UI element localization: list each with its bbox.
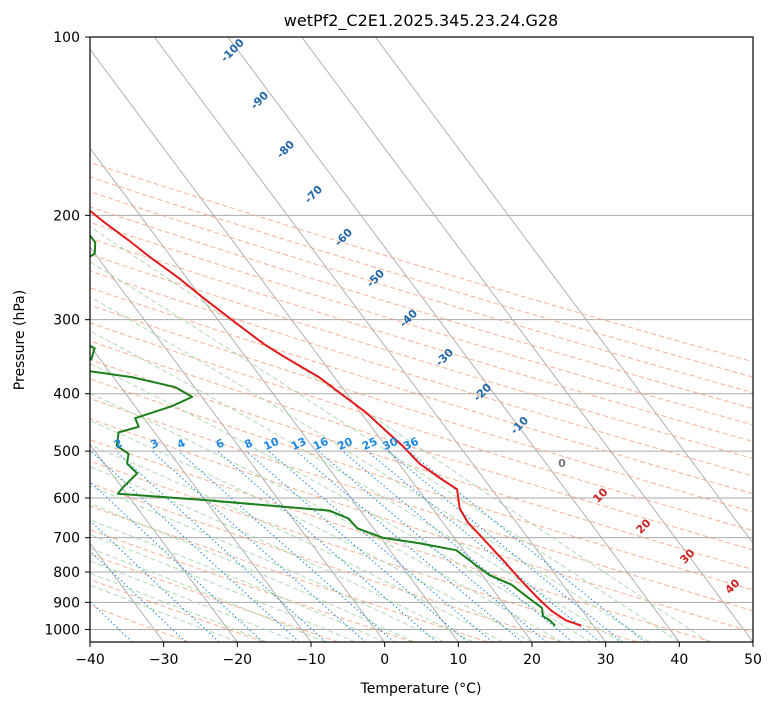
isotherm-line: [90, 246, 386, 642]
temperature-line: [90, 209, 582, 627]
mixing-ratio-line: [90, 450, 300, 642]
plot-frame: [89, 36, 754, 643]
isotherm-line: [227, 37, 680, 642]
x-tick-label: −30: [149, 652, 179, 668]
profile-lines: [90, 209, 582, 627]
dry-adiabat-line: [90, 304, 753, 513]
mixing-ratio-label: 36: [401, 435, 421, 453]
moist-adiabat-line: [90, 362, 592, 642]
moist-adiabat-line: [90, 466, 474, 642]
x-tick-label: 30: [597, 652, 615, 668]
dry-adiabat-line: [90, 237, 753, 443]
y-tick-label: 1000: [44, 622, 80, 638]
dry-adiabat-line: [90, 439, 712, 642]
chart-title: wetPf2_C2E1.2025.345.23.24.G28: [284, 11, 558, 31]
y-axis-label: Pressure (hPa): [12, 290, 28, 390]
y-tick-label: 200: [53, 208, 80, 224]
isotherm-line: [374, 37, 753, 545]
dry-adiabat-line: [90, 460, 638, 642]
dry-adiabat-line: [90, 359, 753, 571]
moist-adiabat-line: [90, 296, 651, 642]
x-axis: −40 −30 −20 −10 0 10 20 30 40 50: [75, 642, 762, 668]
mixing-ratio-line: [387, 450, 623, 642]
y-tick-label: 600: [53, 491, 80, 507]
dry-adiabat-line: [90, 176, 753, 378]
mixing-ratio-label: 10: [262, 435, 282, 453]
x-tick-label: −40: [75, 652, 105, 668]
moist-adiabat-line: [90, 572, 267, 642]
isotherm-line: [90, 443, 238, 642]
dry-adiabat-line: [90, 397, 753, 612]
dry-adiabat-line: [90, 191, 753, 394]
dry-adiabat-line: [90, 253, 753, 460]
x-tick-label: 20: [523, 652, 541, 668]
y-axis: 100 200 300 400 500 600 700 800 900 1000: [44, 30, 90, 638]
mixing-ratio-line: [245, 450, 468, 642]
mixing-ratio-line: [317, 450, 547, 642]
moist-adiabat-line: [90, 547, 326, 642]
y-tick-label: 700: [53, 531, 80, 547]
x-tick-label: 50: [744, 652, 762, 668]
isotherm-line: [153, 37, 607, 642]
y-tick-label: 100: [53, 30, 80, 46]
x-tick-label: −10: [296, 652, 326, 668]
y-tick-label: 800: [53, 565, 80, 581]
mixing-ratio-line: [90, 481, 264, 642]
moist-adiabat-line: [90, 444, 503, 642]
mixing-ratio-line: [342, 450, 574, 642]
mixing-ratio-line: [268, 450, 493, 642]
mixing-ratio-label: 13: [289, 435, 308, 453]
moist-adiabat-line: [90, 533, 356, 642]
mixing-ratio-line: [408, 450, 646, 642]
x-tick-label: −20: [223, 652, 253, 668]
moist-adiabat-line: [90, 560, 297, 642]
moist-adiabat-line: [90, 226, 710, 642]
moist-adiabat-line: [90, 392, 562, 642]
dry-adiabat-line: [90, 553, 339, 642]
mixing-ratio-line: [295, 450, 523, 642]
x-tick-label: 10: [449, 652, 467, 668]
dry-adiabat-line: [90, 206, 753, 410]
mixing-ratio-label: 16: [311, 435, 331, 453]
y-tick-label: 400: [53, 387, 80, 403]
mixing-ratio-line: [217, 450, 437, 642]
dry-adiabat-line: [90, 578, 264, 642]
dry-adiabat-line: [90, 322, 753, 532]
y-tick-label: 500: [53, 444, 80, 460]
mixing-ratio-label: 25: [360, 435, 379, 453]
y-tick-label: 900: [53, 595, 80, 611]
dry-adiabat-line: [90, 482, 563, 642]
dry-adiabat-line: [90, 161, 753, 363]
moist-adiabat-line: [90, 485, 444, 642]
dry-adiabat-line: [90, 221, 753, 426]
dewpoint-line: [90, 233, 556, 627]
mixing-ratio-line: [366, 450, 601, 642]
isotherm-line: [301, 37, 753, 642]
x-axis-label: Temperature (°C): [360, 681, 482, 697]
mixing-ratio-label: 30: [381, 435, 401, 453]
wet-bulb-zero-label: 0: [558, 457, 566, 470]
x-tick-label: 40: [670, 652, 688, 668]
dry-adiabat-line: [90, 287, 753, 495]
background-lines: [90, 37, 753, 642]
moist-adiabat-line: [90, 330, 621, 642]
isotherm-line: [90, 345, 312, 642]
x-tick-label: 0: [380, 652, 389, 668]
y-tick-label: 300: [53, 313, 80, 329]
mixing-ratio-label: 20: [335, 435, 355, 453]
mixing-ratio-line: [115, 450, 327, 642]
moist-adiabat-line: [90, 261, 680, 642]
